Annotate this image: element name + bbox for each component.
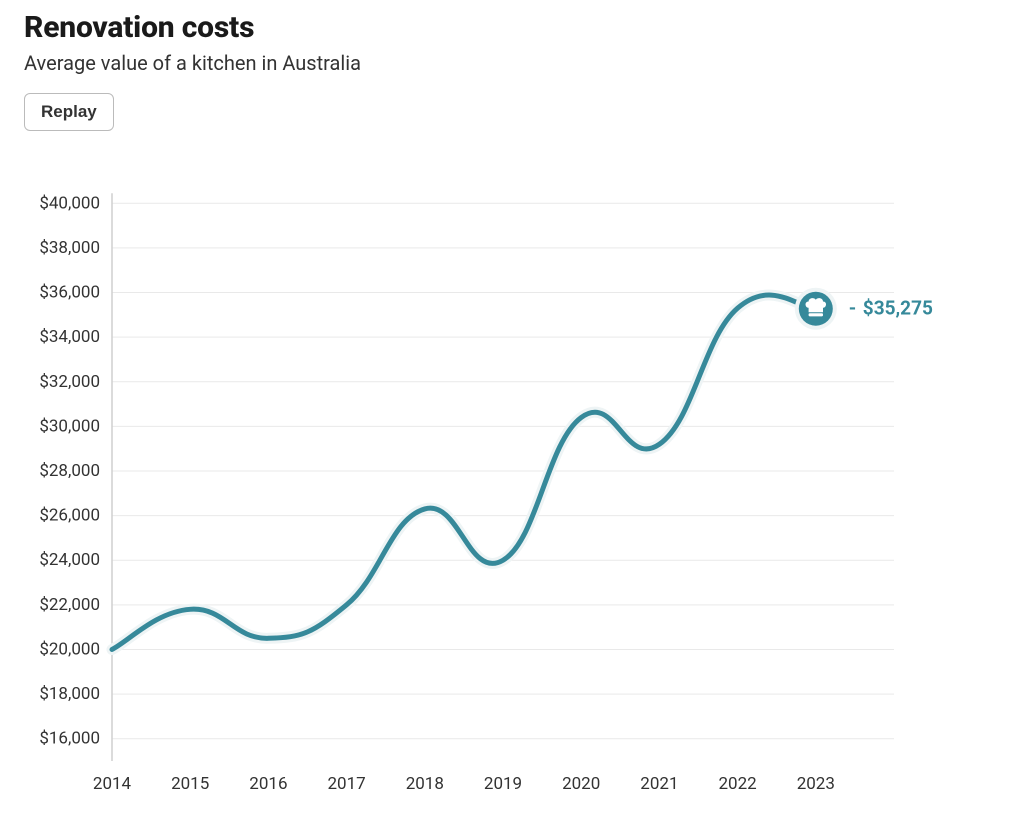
y-tick-label: $18,000 [39, 684, 100, 704]
x-tick-label: 2021 [640, 774, 678, 794]
x-tick-label: 2019 [484, 774, 522, 794]
end-marker [795, 288, 837, 330]
y-tick-label: $34,000 [39, 327, 100, 347]
y-tick-label: $36,000 [39, 283, 100, 303]
x-tick-label: 2016 [249, 774, 287, 794]
y-tick-label: $16,000 [39, 729, 100, 749]
replay-button[interactable]: Replay [24, 93, 114, 131]
y-tick-label: $40,000 [39, 193, 100, 213]
y-tick-label: $38,000 [39, 238, 100, 258]
y-tick-label: $20,000 [39, 639, 100, 659]
y-tick-label: $30,000 [39, 416, 100, 436]
end-label-dash: - [849, 297, 857, 320]
x-tick-label: 2015 [171, 774, 209, 794]
chart-subtitle: Average value of a kitchen in Australia [24, 51, 1000, 75]
x-tick-label: 2014 [93, 774, 132, 794]
x-tick-label: 2023 [797, 774, 835, 794]
line-chart: $16,000 $18,000 $20,000 $22,000 $24,000 $26,0… [24, 161, 1000, 801]
y-tick-label: $22,000 [39, 595, 100, 615]
x-tick-label: 2020 [562, 774, 600, 794]
chart-title: Renovation costs [24, 10, 1000, 45]
y-tick-label: $24,000 [39, 550, 100, 570]
x-tick-label: 2022 [718, 774, 756, 794]
x-tick-label: 2017 [327, 774, 365, 794]
x-tick-label: 2018 [406, 774, 444, 794]
y-tick-label: $28,000 [39, 461, 100, 481]
y-tick-label: $26,000 [39, 506, 100, 526]
end-value-label: $35,275 [863, 297, 933, 320]
chart-container: $16,000 $18,000 $20,000 $22,000 $24,000 $26,0… [24, 161, 1000, 801]
y-tick-label: $32,000 [39, 372, 100, 392]
